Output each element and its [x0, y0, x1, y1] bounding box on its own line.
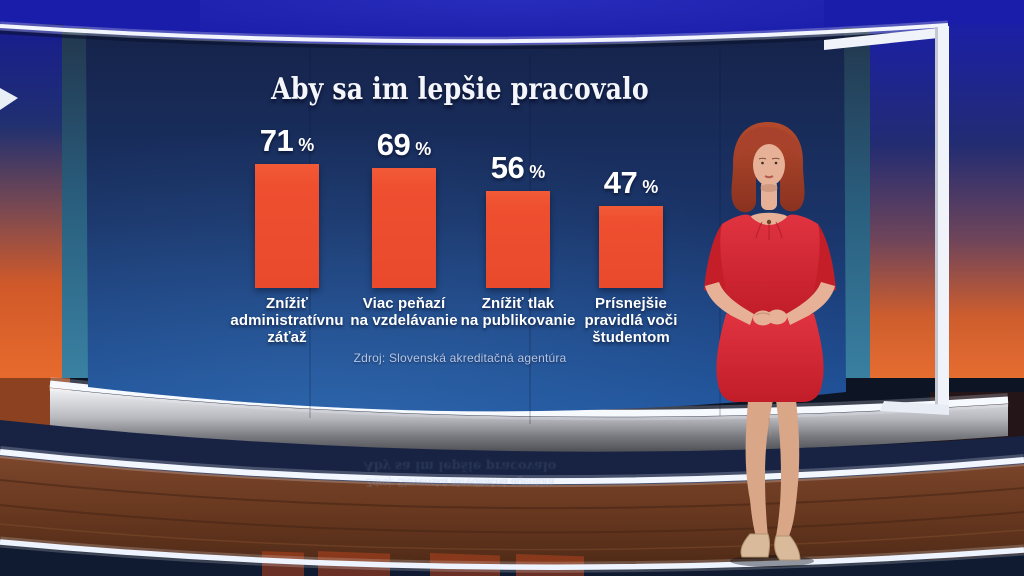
presenter-hair-fringe — [735, 126, 802, 160]
light-door-frame — [824, 26, 949, 415]
presenter-dress — [704, 214, 836, 402]
screen-base-band — [50, 388, 1008, 454]
left-gradient-wall — [0, 24, 64, 386]
presenter-shoes — [740, 533, 801, 561]
presenter — [704, 122, 836, 567]
right-teal-panel — [843, 28, 870, 396]
left-frame-sliver — [0, 88, 18, 110]
presenter-face — [753, 144, 785, 186]
presenter-hands — [705, 282, 835, 326]
left-teal-panel — [62, 28, 90, 388]
presenter-legs — [745, 400, 800, 536]
floor-bottom-band — [0, 546, 1024, 576]
presenter-neck — [761, 180, 777, 210]
screen-top-light-edge — [0, 23, 949, 44]
presenter-face-features — [758, 157, 780, 179]
